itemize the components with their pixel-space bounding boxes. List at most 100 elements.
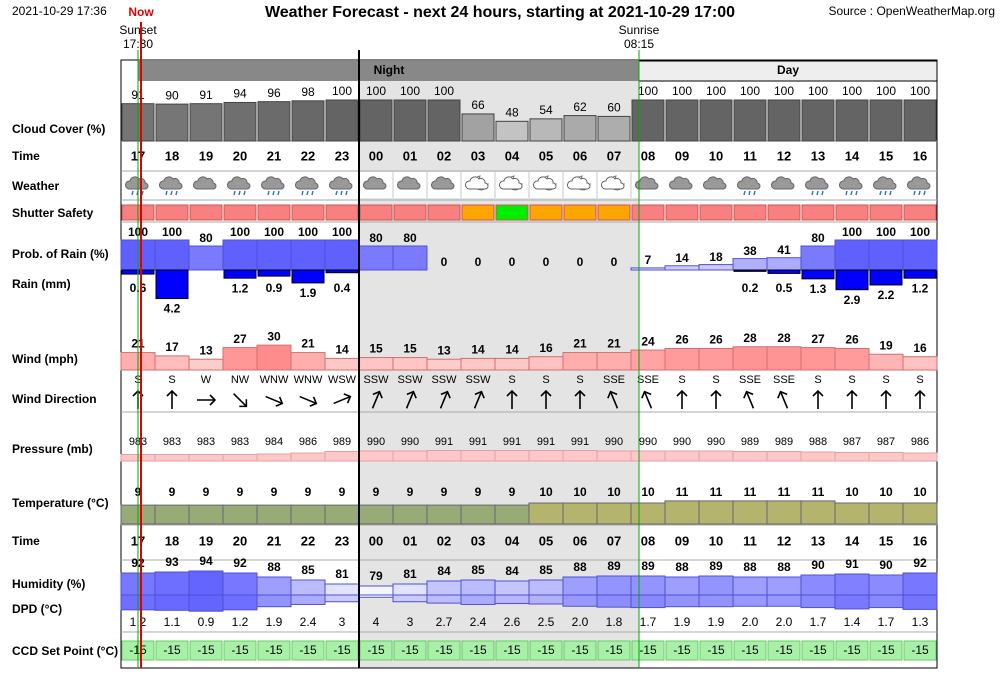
cloud-bar <box>869 99 903 142</box>
rain-drop <box>272 190 275 196</box>
humidity-value: 92 <box>233 556 247 570</box>
shutter-cell <box>461 204 495 221</box>
rain-value: 0.2 <box>742 281 759 295</box>
weather-icon <box>734 172 766 198</box>
hour: 16 <box>913 533 927 548</box>
weather-icon <box>360 172 392 198</box>
hour: 04 <box>505 148 520 163</box>
rain-bar <box>223 269 257 279</box>
hour: 20 <box>233 533 247 548</box>
ccd-cell <box>801 640 835 661</box>
dpd-value: 1.1 <box>164 615 181 629</box>
shutter-cell <box>291 204 325 221</box>
pressure-value: 983 <box>163 436 181 448</box>
temp-bar <box>868 502 904 525</box>
cloud-bar <box>597 115 631 142</box>
prob-bar <box>834 239 870 271</box>
weather-icon <box>564 172 596 198</box>
wind-value: 14 <box>335 343 349 357</box>
dpd-bar <box>494 594 530 605</box>
weather-icon <box>904 172 936 198</box>
rain-drop <box>243 190 246 196</box>
cloud-bar <box>529 118 563 142</box>
hour: 11 <box>743 533 757 548</box>
night-label: Night <box>374 63 405 77</box>
prob-bar <box>256 239 292 271</box>
humidity-bar <box>358 585 394 596</box>
hour: 01 <box>403 533 417 548</box>
wind-arrow <box>473 390 485 409</box>
temp-bar <box>562 502 598 525</box>
weather-icon <box>836 172 868 198</box>
wind-arrow <box>574 389 586 409</box>
hour: 02 <box>437 533 451 548</box>
shutter-cell <box>529 204 563 221</box>
hour: 23 <box>335 148 349 163</box>
hour: 09 <box>675 148 689 163</box>
ccd-cell <box>393 640 427 661</box>
pressure-value: 983 <box>197 436 215 448</box>
temp-bar <box>324 504 360 525</box>
pressure-bar <box>256 453 292 462</box>
shutter-cell <box>257 204 291 221</box>
arrow-head <box>209 394 217 406</box>
ccd-cell <box>495 640 529 661</box>
pressure-bar <box>222 454 258 462</box>
dpd-bar <box>732 594 768 607</box>
arrow-head <box>309 396 318 407</box>
wind-direction: S <box>848 374 855 386</box>
prob-value: 100 <box>910 225 930 239</box>
prob-value: 0 <box>509 255 516 269</box>
wind-arrow <box>607 390 619 409</box>
rain-value: 4.2 <box>164 302 181 316</box>
cloud-value: 54 <box>539 103 553 117</box>
pressure-bar <box>902 452 938 462</box>
pressure-value: 988 <box>809 436 827 448</box>
weather-icon <box>496 172 528 198</box>
rain-value: 1.9 <box>300 286 317 300</box>
cloud-value: 100 <box>706 84 726 98</box>
humidity-bar <box>392 583 428 596</box>
temp-value: 9 <box>509 485 516 499</box>
arrow-head <box>440 390 451 399</box>
wind-bar <box>800 347 836 371</box>
humidity-bar <box>256 576 292 596</box>
ccd-cell <box>427 640 461 661</box>
dpd-bar <box>800 594 836 609</box>
rain-drop <box>340 190 343 196</box>
hour: 08 <box>641 148 655 163</box>
temp-bar <box>188 504 224 525</box>
wind-arrow <box>197 394 217 406</box>
humidity-value: 89 <box>641 559 655 573</box>
pressure-bar <box>324 451 360 462</box>
sunrise-time: 08:15 <box>624 37 654 51</box>
humidity-bar <box>902 572 938 596</box>
wind-arrow <box>777 390 789 409</box>
cloud-bar <box>359 99 393 142</box>
wind-value: 21 <box>573 337 587 351</box>
prob-value: 80 <box>811 231 825 245</box>
wind-direction: S <box>712 374 719 386</box>
wind-arrow <box>439 390 451 409</box>
row-label: DPD (°C) <box>12 602 62 616</box>
ccd-value: -15 <box>401 643 419 657</box>
hour: 03 <box>471 148 485 163</box>
wind-arrow <box>812 389 824 409</box>
wind-bar <box>596 352 632 371</box>
shutter-cell <box>223 204 257 221</box>
ccd-value: -15 <box>265 643 283 657</box>
dpd-bar <box>834 594 870 610</box>
dpd-value: 1.4 <box>844 615 861 629</box>
wind-bar <box>562 352 598 371</box>
cloud-value: 100 <box>672 84 692 98</box>
cloud <box>363 176 387 190</box>
wind-direction: S <box>678 374 685 386</box>
rain-value: 0.9 <box>266 281 283 295</box>
wind-direction: SSW <box>363 374 389 386</box>
ccd-value: -15 <box>197 643 215 657</box>
prob-value: 100 <box>264 225 284 239</box>
cloud <box>227 176 251 190</box>
temp-value: 9 <box>203 485 210 499</box>
temp-bar <box>630 502 666 525</box>
weather-icon <box>428 172 460 198</box>
